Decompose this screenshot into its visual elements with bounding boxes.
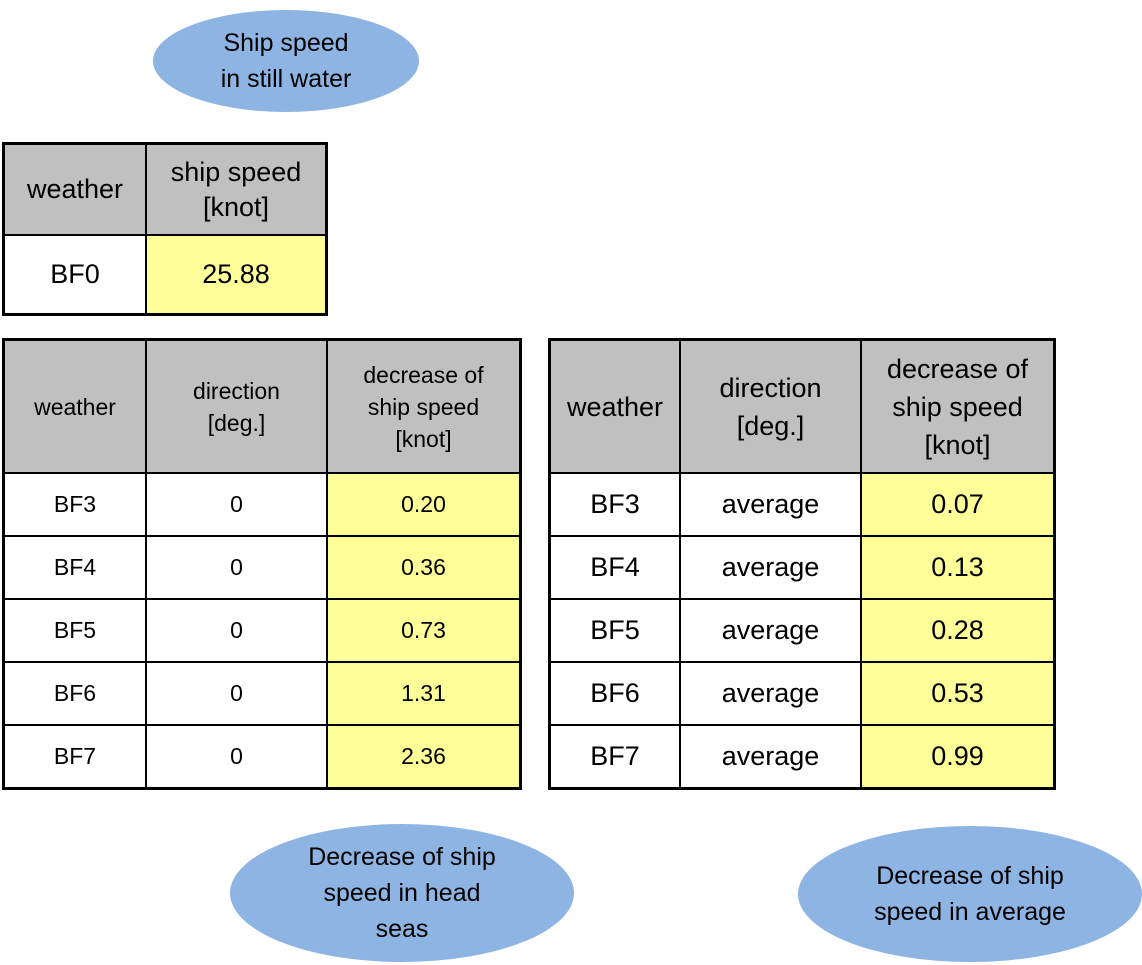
weather-cell: BF4 [2, 535, 147, 600]
table-row: BF4 average 0.13 [548, 535, 1056, 600]
table-row: BF5 0 0.73 [2, 598, 522, 663]
weather-cell: BF5 [2, 598, 147, 663]
table-row: BF6 0 1.31 [2, 661, 522, 726]
head-seas-label-line: seas [375, 915, 429, 943]
header-line: ship speed [170, 156, 302, 187]
header-line: [knot] [395, 425, 452, 452]
weather-cell: BF7 [2, 724, 147, 790]
weather-cell: BF5 [548, 598, 681, 663]
decrease-cell: 0.53 [860, 661, 1056, 726]
still-water-table: weather ship speed [knot] BF0 25.88 [2, 142, 328, 316]
decrease-cell: 0.20 [326, 472, 522, 537]
header-line: ship speed [367, 393, 480, 420]
average-table: weather direction [deg.] decrease of shi… [548, 338, 1056, 790]
table-header-row: weather direction [deg.] decrease of shi… [548, 338, 1056, 474]
decrease-cell: 0.36 [326, 535, 522, 600]
header-line: decrease of [886, 353, 1029, 384]
table-header-row: weather ship speed [knot] [2, 142, 328, 236]
header-line: decrease of [363, 361, 484, 388]
direction-cell: average [679, 598, 862, 663]
direction-header: direction [deg.] [679, 338, 862, 474]
average-label-line: speed in average [874, 898, 1066, 926]
table-row: BF4 0 0.36 [2, 535, 522, 600]
direction-cell: average [679, 535, 862, 600]
weather-cell: BF7 [548, 724, 681, 790]
direction-cell: 0 [145, 472, 328, 537]
header-line: ship speed [892, 391, 1023, 422]
still-water-label: Ship speed in still water [153, 10, 419, 112]
direction-cell: average [679, 724, 862, 790]
weather-cell: BF4 [548, 535, 681, 600]
decrease-cell: 0.99 [860, 724, 1056, 790]
header-line: [knot] [202, 191, 270, 222]
weather-header: weather [2, 142, 147, 236]
decrease-header: decrease of ship speed [knot] [326, 338, 522, 474]
decrease-cell: 0.13 [860, 535, 1056, 600]
weather-header: weather [2, 338, 147, 474]
header-line: [knot] [924, 429, 991, 460]
direction-cell: 0 [145, 598, 328, 663]
header-line: [deg.] [207, 409, 266, 436]
decrease-cell: 0.07 [860, 472, 1056, 537]
average-label: Decrease of ship speed in average [798, 826, 1142, 962]
table-row: BF7 average 0.99 [548, 724, 1056, 790]
direction-cell: average [679, 472, 862, 537]
ship-speed-header: ship speed [knot] [145, 142, 328, 236]
average-label-line: Decrease of ship [876, 862, 1064, 890]
direction-cell: 0 [145, 661, 328, 726]
header-line: direction [719, 372, 822, 403]
ship-speed-cell: 25.88 [145, 234, 328, 316]
table-row: BF3 average 0.07 [548, 472, 1056, 537]
weather-cell: BF3 [2, 472, 147, 537]
decrease-cell: 1.31 [326, 661, 522, 726]
weather-cell: BF0 [2, 234, 147, 316]
decrease-cell: 0.73 [326, 598, 522, 663]
table-row: BF0 25.88 [2, 234, 328, 316]
table-row: BF7 0 2.36 [2, 724, 522, 790]
head-seas-label-line: speed in head [323, 879, 481, 907]
head-seas-label: Decrease of ship speed in head seas [230, 824, 574, 962]
header-line: direction [193, 377, 280, 404]
direction-header: direction [deg.] [145, 338, 328, 474]
table-row: BF3 0 0.20 [2, 472, 522, 537]
still-water-label-line: Ship speed [223, 29, 349, 57]
weather-cell: BF3 [548, 472, 681, 537]
weather-cell: BF6 [548, 661, 681, 726]
still-water-label-line: in still water [220, 65, 352, 93]
decrease-cell: 2.36 [326, 724, 522, 790]
decrease-header: decrease of ship speed [knot] [860, 338, 1056, 474]
header-line: [deg.] [736, 410, 805, 441]
weather-header: weather [548, 338, 681, 474]
table-row: BF5 average 0.28 [548, 598, 1056, 663]
direction-cell: 0 [145, 724, 328, 790]
weather-cell: BF6 [2, 661, 147, 726]
table-header-row: weather direction [deg.] decrease of shi… [2, 338, 522, 474]
direction-cell: average [679, 661, 862, 726]
decrease-cell: 0.28 [860, 598, 1056, 663]
table-row: BF6 average 0.53 [548, 661, 1056, 726]
direction-cell: 0 [145, 535, 328, 600]
head-seas-table: weather direction [deg.] decrease of shi… [2, 338, 522, 790]
head-seas-label-line: Decrease of ship [308, 843, 496, 871]
